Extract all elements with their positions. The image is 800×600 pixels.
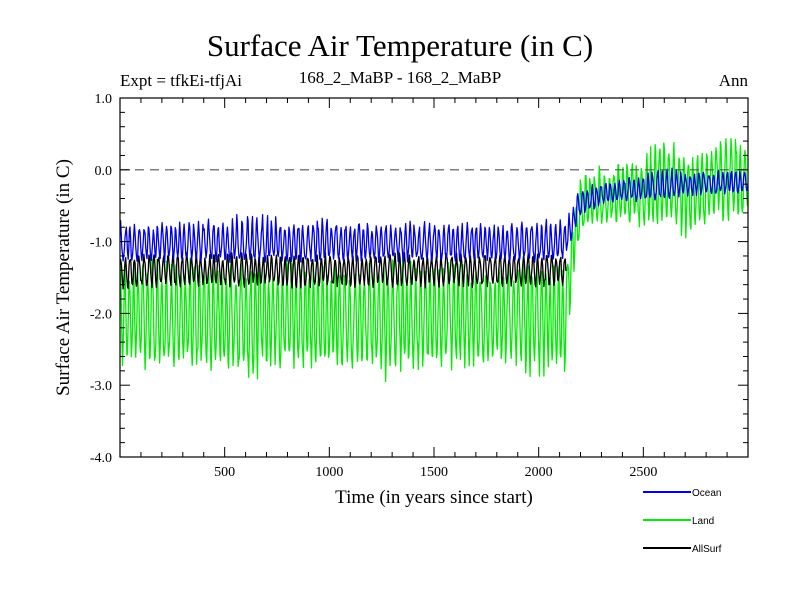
series-line-ocean: [120, 167, 748, 264]
series-line-land: [120, 137, 748, 383]
y-tick-label: -4.0: [90, 451, 112, 466]
y-tick-label: -2.0: [90, 307, 112, 322]
series-layer: [120, 137, 748, 383]
x-tick-label: 500: [214, 465, 235, 480]
legend-label-ocean: Ocean: [692, 488, 721, 499]
chart-subtitle: 168_2_MaBP - 168_2_MaBP: [298, 68, 502, 87]
x-tick-label: 2500: [629, 465, 657, 480]
y-tick-label: 1.0: [95, 92, 113, 107]
x-tick-label: 1500: [420, 465, 448, 480]
x-tick-label: 2000: [525, 465, 553, 480]
legend-label-allsurf: AllSurf: [692, 544, 722, 555]
legend-label-land: Land: [692, 516, 714, 527]
x-axis-title: Time (in years since start): [335, 487, 533, 508]
y-tick-label: 0.0: [95, 164, 113, 179]
y-tick-label: -3.0: [90, 379, 112, 394]
y-tick-label: -1.0: [90, 236, 112, 251]
experiment-label: Expt = tfkEi-tfjAi: [120, 71, 242, 90]
x-tick-label: 1000: [315, 465, 343, 480]
ticks-layer: 500 1000 1500 2000 2500 1.0 0.0 -1.0 -2.0 -3.0 -4.…: [90, 92, 748, 480]
season-label: Ann: [718, 71, 748, 90]
chart-title: Surface Air Temperature (in C): [206, 28, 594, 63]
legend: Ocean Land AllSurf: [643, 488, 722, 555]
y-axis-title: Surface Air Temperature (in C): [53, 159, 74, 396]
series-line-allsurf: [120, 251, 567, 290]
